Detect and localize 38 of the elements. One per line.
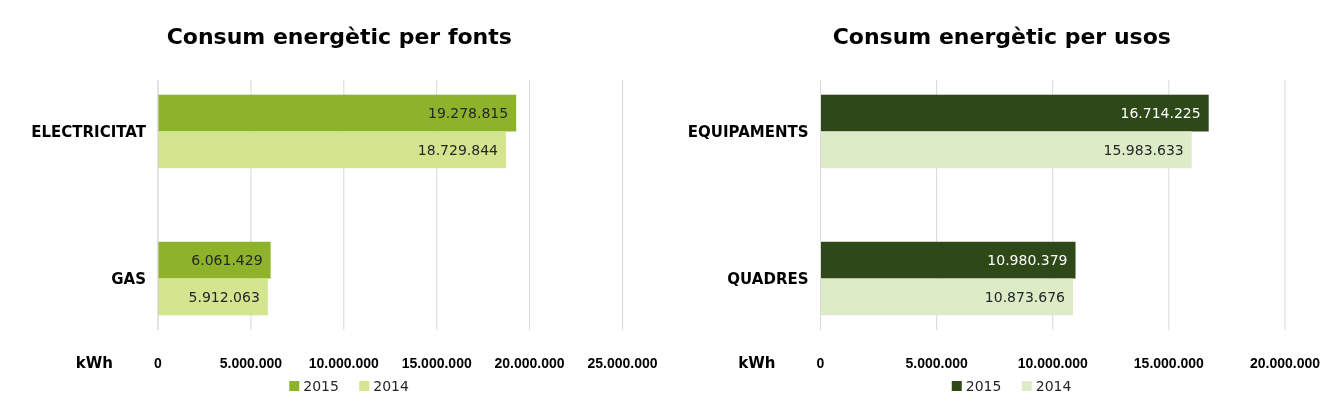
data-label: 5.912.063 xyxy=(188,288,260,305)
y-tick-label: ELECTRICITAT xyxy=(31,122,147,141)
y-tick-label: GAS xyxy=(111,269,146,288)
x-tick-label: 5.000.000 xyxy=(905,355,968,371)
bar xyxy=(820,131,1192,169)
data-label: 19.278.815 xyxy=(428,104,509,121)
legend-label: 2015 xyxy=(965,377,1002,394)
bar xyxy=(820,94,1209,132)
data-label: 15.983.633 xyxy=(1103,141,1184,158)
data-label: 16.714.225 xyxy=(1120,104,1201,121)
x-tick-label: 20.000.000 xyxy=(494,355,565,371)
data-label: 18.729.844 xyxy=(417,141,499,158)
x-axis-title: kWh xyxy=(738,354,776,372)
y-tick-label: QUADRES xyxy=(727,269,809,288)
bar xyxy=(820,241,1076,279)
x-tick-label: 10.000.000 xyxy=(308,355,380,371)
x-axis-title: kWh xyxy=(75,354,113,372)
x-tick-label: 10.000.000 xyxy=(1017,355,1088,371)
x-tick-label: 0 xyxy=(154,355,163,371)
data-label: 10.873.676 xyxy=(984,288,1066,305)
data-label: 10.980.379 xyxy=(987,252,1068,269)
x-tick-label: 20.000.000 xyxy=(1249,355,1321,371)
x-tick-label: 0 xyxy=(816,355,825,371)
chart-title: Consum energètic per fonts xyxy=(166,24,512,49)
x-tick-label: 5.000.000 xyxy=(219,355,283,371)
x-tick-label: 15.000.000 xyxy=(401,355,472,371)
y-tick-label: EQUIPAMENTS xyxy=(687,122,809,141)
legend-label: 2014 xyxy=(1035,377,1072,394)
bar xyxy=(158,94,517,132)
x-tick-label: 25.000.000 xyxy=(587,355,658,371)
bar xyxy=(158,131,506,169)
legend-label: 2014 xyxy=(373,377,409,394)
data-label: 6.061.429 xyxy=(191,252,263,269)
bar xyxy=(820,278,1074,316)
x-tick-label: 15.000.000 xyxy=(1133,355,1205,371)
chart-title: Consum energètic per usos xyxy=(832,24,1171,49)
bar xyxy=(158,241,271,279)
legend-label: 2015 xyxy=(303,377,339,394)
